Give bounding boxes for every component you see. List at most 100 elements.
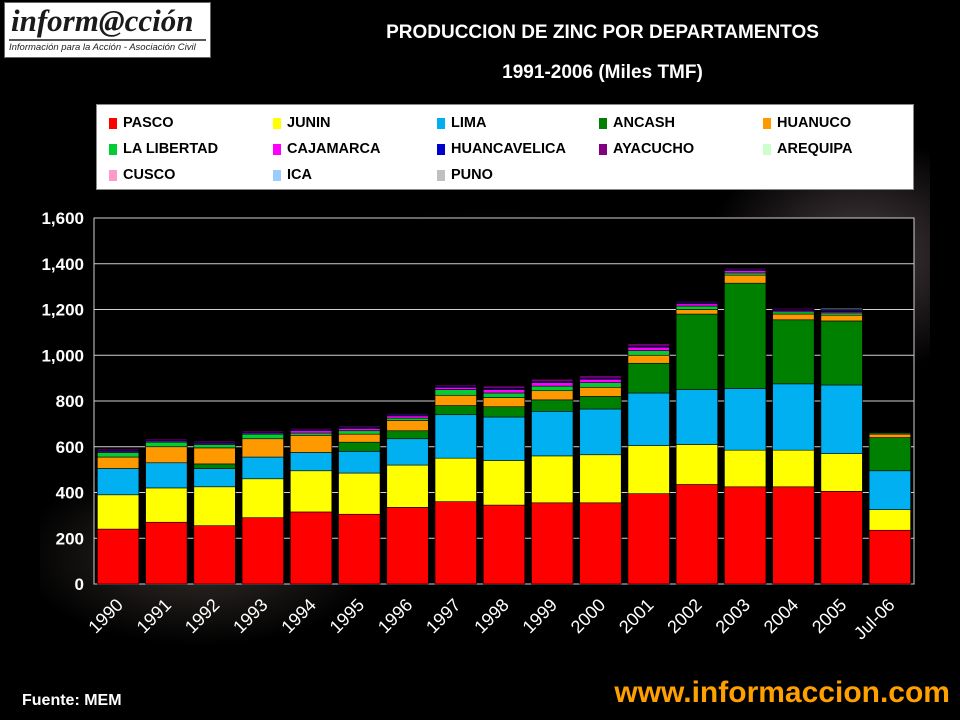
bar-segment bbox=[338, 433, 381, 443]
legend-label: AREQUIPA bbox=[777, 141, 853, 157]
bar-segment bbox=[627, 354, 670, 364]
x-tick-label: 1996 bbox=[374, 595, 416, 637]
legend-item: JUNIN bbox=[273, 114, 331, 132]
bar-segment bbox=[482, 397, 526, 408]
bar-segment bbox=[531, 382, 574, 387]
legend-swatch bbox=[599, 143, 607, 155]
x-tick-label: 2004 bbox=[760, 595, 802, 637]
y-tick-label: 600 bbox=[56, 438, 84, 457]
legend-label: LIMA bbox=[451, 115, 487, 131]
bar-segment bbox=[290, 428, 333, 430]
y-tick-label: 1,400 bbox=[41, 255, 84, 274]
bar-segment bbox=[868, 529, 911, 585]
bar-segment bbox=[290, 511, 333, 585]
chart-legend: PASCO JUNIN LIMA ANCASH HUANUCO LA LIBERTAD CA… bbox=[96, 104, 914, 190]
bar-segment bbox=[145, 446, 188, 464]
bar-segment bbox=[290, 432, 333, 436]
bar-segment bbox=[338, 472, 381, 515]
y-tick-label: 200 bbox=[56, 529, 84, 548]
bar-segment bbox=[482, 385, 526, 389]
bar-segment bbox=[675, 313, 718, 390]
bar-segment bbox=[241, 433, 284, 440]
bar-segment bbox=[338, 430, 381, 435]
chart-title: PRODUCCION DE ZINC POR DEPARTAMENTOS bbox=[386, 22, 819, 43]
bar-segment bbox=[434, 389, 477, 396]
bar-segment bbox=[675, 303, 718, 307]
bar-segment bbox=[627, 445, 670, 494]
bar-segment bbox=[724, 272, 767, 276]
bar-segment bbox=[145, 438, 188, 441]
bar-segment bbox=[820, 384, 863, 454]
bar-segment bbox=[290, 430, 333, 434]
legend-label: PASCO bbox=[123, 115, 174, 131]
bar-segment bbox=[241, 478, 284, 518]
legend-label: LA LIBERTAD bbox=[123, 141, 219, 157]
bar-segment bbox=[724, 388, 767, 451]
legend-label: CUSCO bbox=[123, 167, 176, 183]
bar-segment bbox=[434, 414, 477, 459]
legend-swatch bbox=[273, 169, 281, 181]
legend-swatch bbox=[599, 117, 607, 129]
bar-segment bbox=[193, 447, 236, 465]
bar-segment bbox=[675, 389, 718, 445]
bar-segment bbox=[724, 282, 767, 389]
bar-segment bbox=[193, 463, 236, 469]
bar-segment bbox=[627, 350, 670, 356]
bar-segment bbox=[290, 452, 333, 472]
bar-segment bbox=[386, 420, 429, 432]
brand-logo: inform@cción Información para la Acción … bbox=[4, 2, 211, 58]
source-note: Fuente: MEM bbox=[22, 692, 122, 709]
legend-label: AYACUCHO bbox=[613, 141, 695, 157]
bar-segment bbox=[772, 311, 815, 315]
bar-segment bbox=[531, 410, 574, 457]
legend-item: AREQUIPA bbox=[763, 140, 852, 158]
bar-segment bbox=[724, 449, 767, 488]
bar-segment bbox=[290, 470, 333, 513]
legend-label: HUANUCO bbox=[777, 115, 852, 131]
bar-segment bbox=[772, 308, 815, 310]
bar-segment bbox=[434, 386, 477, 390]
bar-segment bbox=[627, 346, 670, 351]
bar-segment bbox=[772, 486, 815, 585]
bar-segment bbox=[97, 448, 140, 451]
website-link[interactable]: www.informaccion.com bbox=[614, 676, 950, 709]
x-tick-label: 1995 bbox=[326, 595, 368, 637]
logo-tagline: Información para la Acción - Asociación … bbox=[9, 42, 196, 53]
bar-segment bbox=[482, 460, 526, 506]
legend-item: LA LIBERTAD bbox=[109, 140, 218, 158]
bar-segment bbox=[724, 486, 767, 585]
bar-segment bbox=[241, 430, 284, 433]
legend-label: JUNIN bbox=[287, 115, 331, 131]
bar-segment bbox=[386, 415, 429, 419]
bar-segment bbox=[772, 319, 815, 385]
legend-swatch bbox=[273, 143, 281, 155]
bar-segment bbox=[482, 406, 526, 418]
bar-segment bbox=[531, 455, 574, 504]
bar-segment bbox=[531, 385, 574, 392]
legend-label: ICA bbox=[287, 167, 312, 183]
bar-segment bbox=[193, 440, 236, 443]
bar-segment bbox=[579, 408, 622, 456]
bar-segment bbox=[772, 383, 815, 451]
bar-segment bbox=[193, 486, 236, 526]
bar-segment bbox=[97, 456, 140, 469]
bar-segment bbox=[531, 390, 574, 401]
bar-segment bbox=[579, 382, 622, 388]
bar-segment bbox=[434, 501, 477, 585]
bar-segment bbox=[627, 392, 670, 446]
bar-segment bbox=[579, 378, 622, 383]
legend-item: ICA bbox=[273, 166, 312, 184]
y-tick-label: 400 bbox=[56, 484, 84, 503]
legend-item: PASCO bbox=[109, 114, 174, 132]
bar-segment bbox=[482, 504, 526, 585]
legend-item: PUNO bbox=[437, 166, 493, 184]
legend-item: HUANCAVELICA bbox=[437, 140, 566, 158]
bar-segment bbox=[772, 313, 815, 321]
bar-segment bbox=[193, 525, 236, 585]
bar-segment bbox=[820, 312, 863, 316]
bar-segment bbox=[434, 457, 477, 502]
legend-label: HUANCAVELICA bbox=[451, 141, 566, 157]
bar-segment bbox=[531, 378, 574, 382]
bar-segment bbox=[97, 468, 140, 496]
